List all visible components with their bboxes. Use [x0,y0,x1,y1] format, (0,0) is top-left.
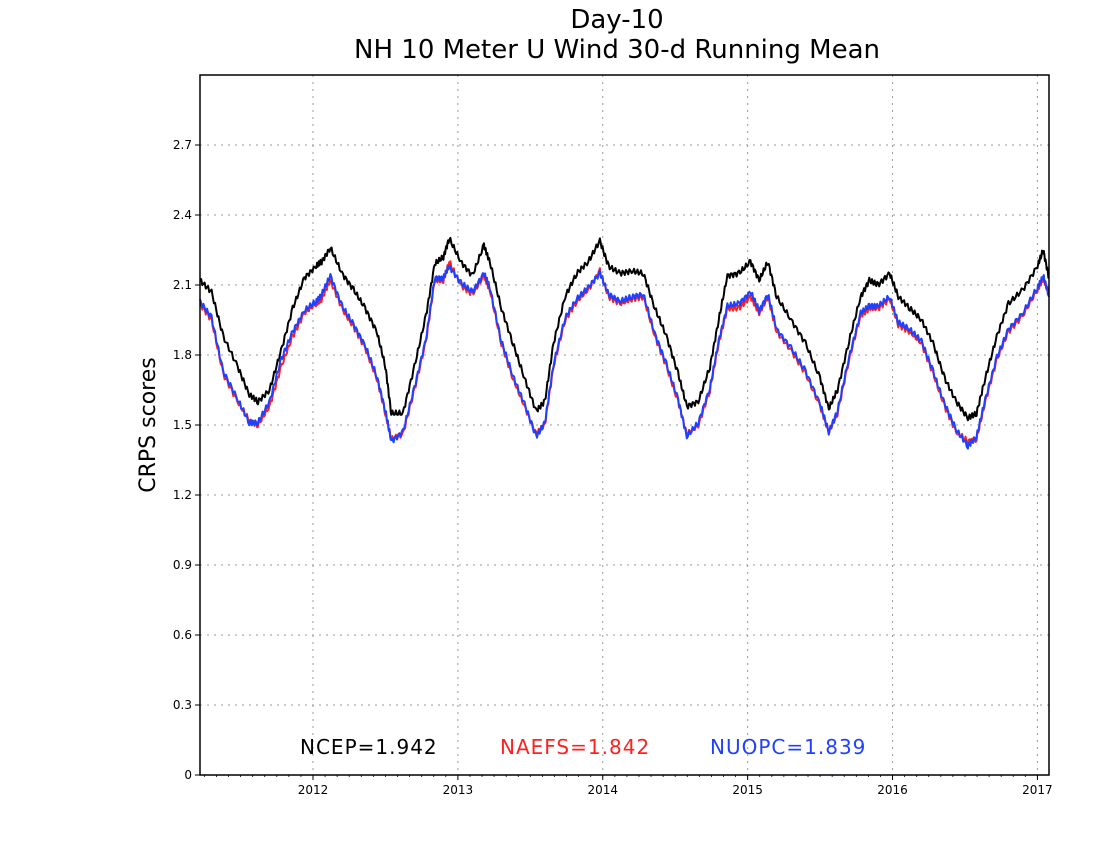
plot-frame [199,74,1050,776]
y-tick-label: 2.4 [173,208,192,222]
chart-title: Day-10 [570,5,663,35]
y-tick-label: 0.9 [173,558,192,572]
series-line-nuopc [199,264,1050,450]
series-line-ncep [199,236,1050,422]
legend: NCEP=1.942 NAEFS=1.842 NUOPC=1.839 [300,735,866,759]
y-tick-label: 0 [184,768,192,782]
y-tick-label: 1.5 [173,418,192,432]
x-tick-label: 2012 [298,783,329,797]
x-tick-label: 2015 [732,783,763,797]
series-line-naefs [199,260,1050,446]
x-tick-label: 2017 [1022,783,1053,797]
y-tick-label: 2.1 [173,278,192,292]
y-tick-label: 0.6 [173,628,192,642]
y-tick-label: 1.2 [173,488,192,502]
legend-nuopc: NUOPC=1.839 [710,735,866,759]
legend-naefs: NAEFS=1.842 [500,735,650,759]
legend-ncep: NCEP=1.942 [300,735,438,759]
chart-subtitle: NH 10 Meter U Wind 30-d Running Mean [354,35,880,65]
grid-lines [200,75,1049,775]
x-tick-label: 2016 [877,783,908,797]
y-tick-label: 0.3 [173,698,192,712]
series-lines [199,236,1050,450]
x-tick-label: 2014 [587,783,618,797]
x-tick-label: 2013 [443,783,474,797]
axis-ticks: 0 0.3 0.6 0.9 1.2 1.5 1.8 2.1 2.4 2.7 2012 2013 2014… [173,138,1053,797]
y-axis-label: CRPS scores [136,357,161,492]
y-tick-label: 1.8 [173,348,192,362]
y-tick-label: 2.7 [173,138,192,152]
